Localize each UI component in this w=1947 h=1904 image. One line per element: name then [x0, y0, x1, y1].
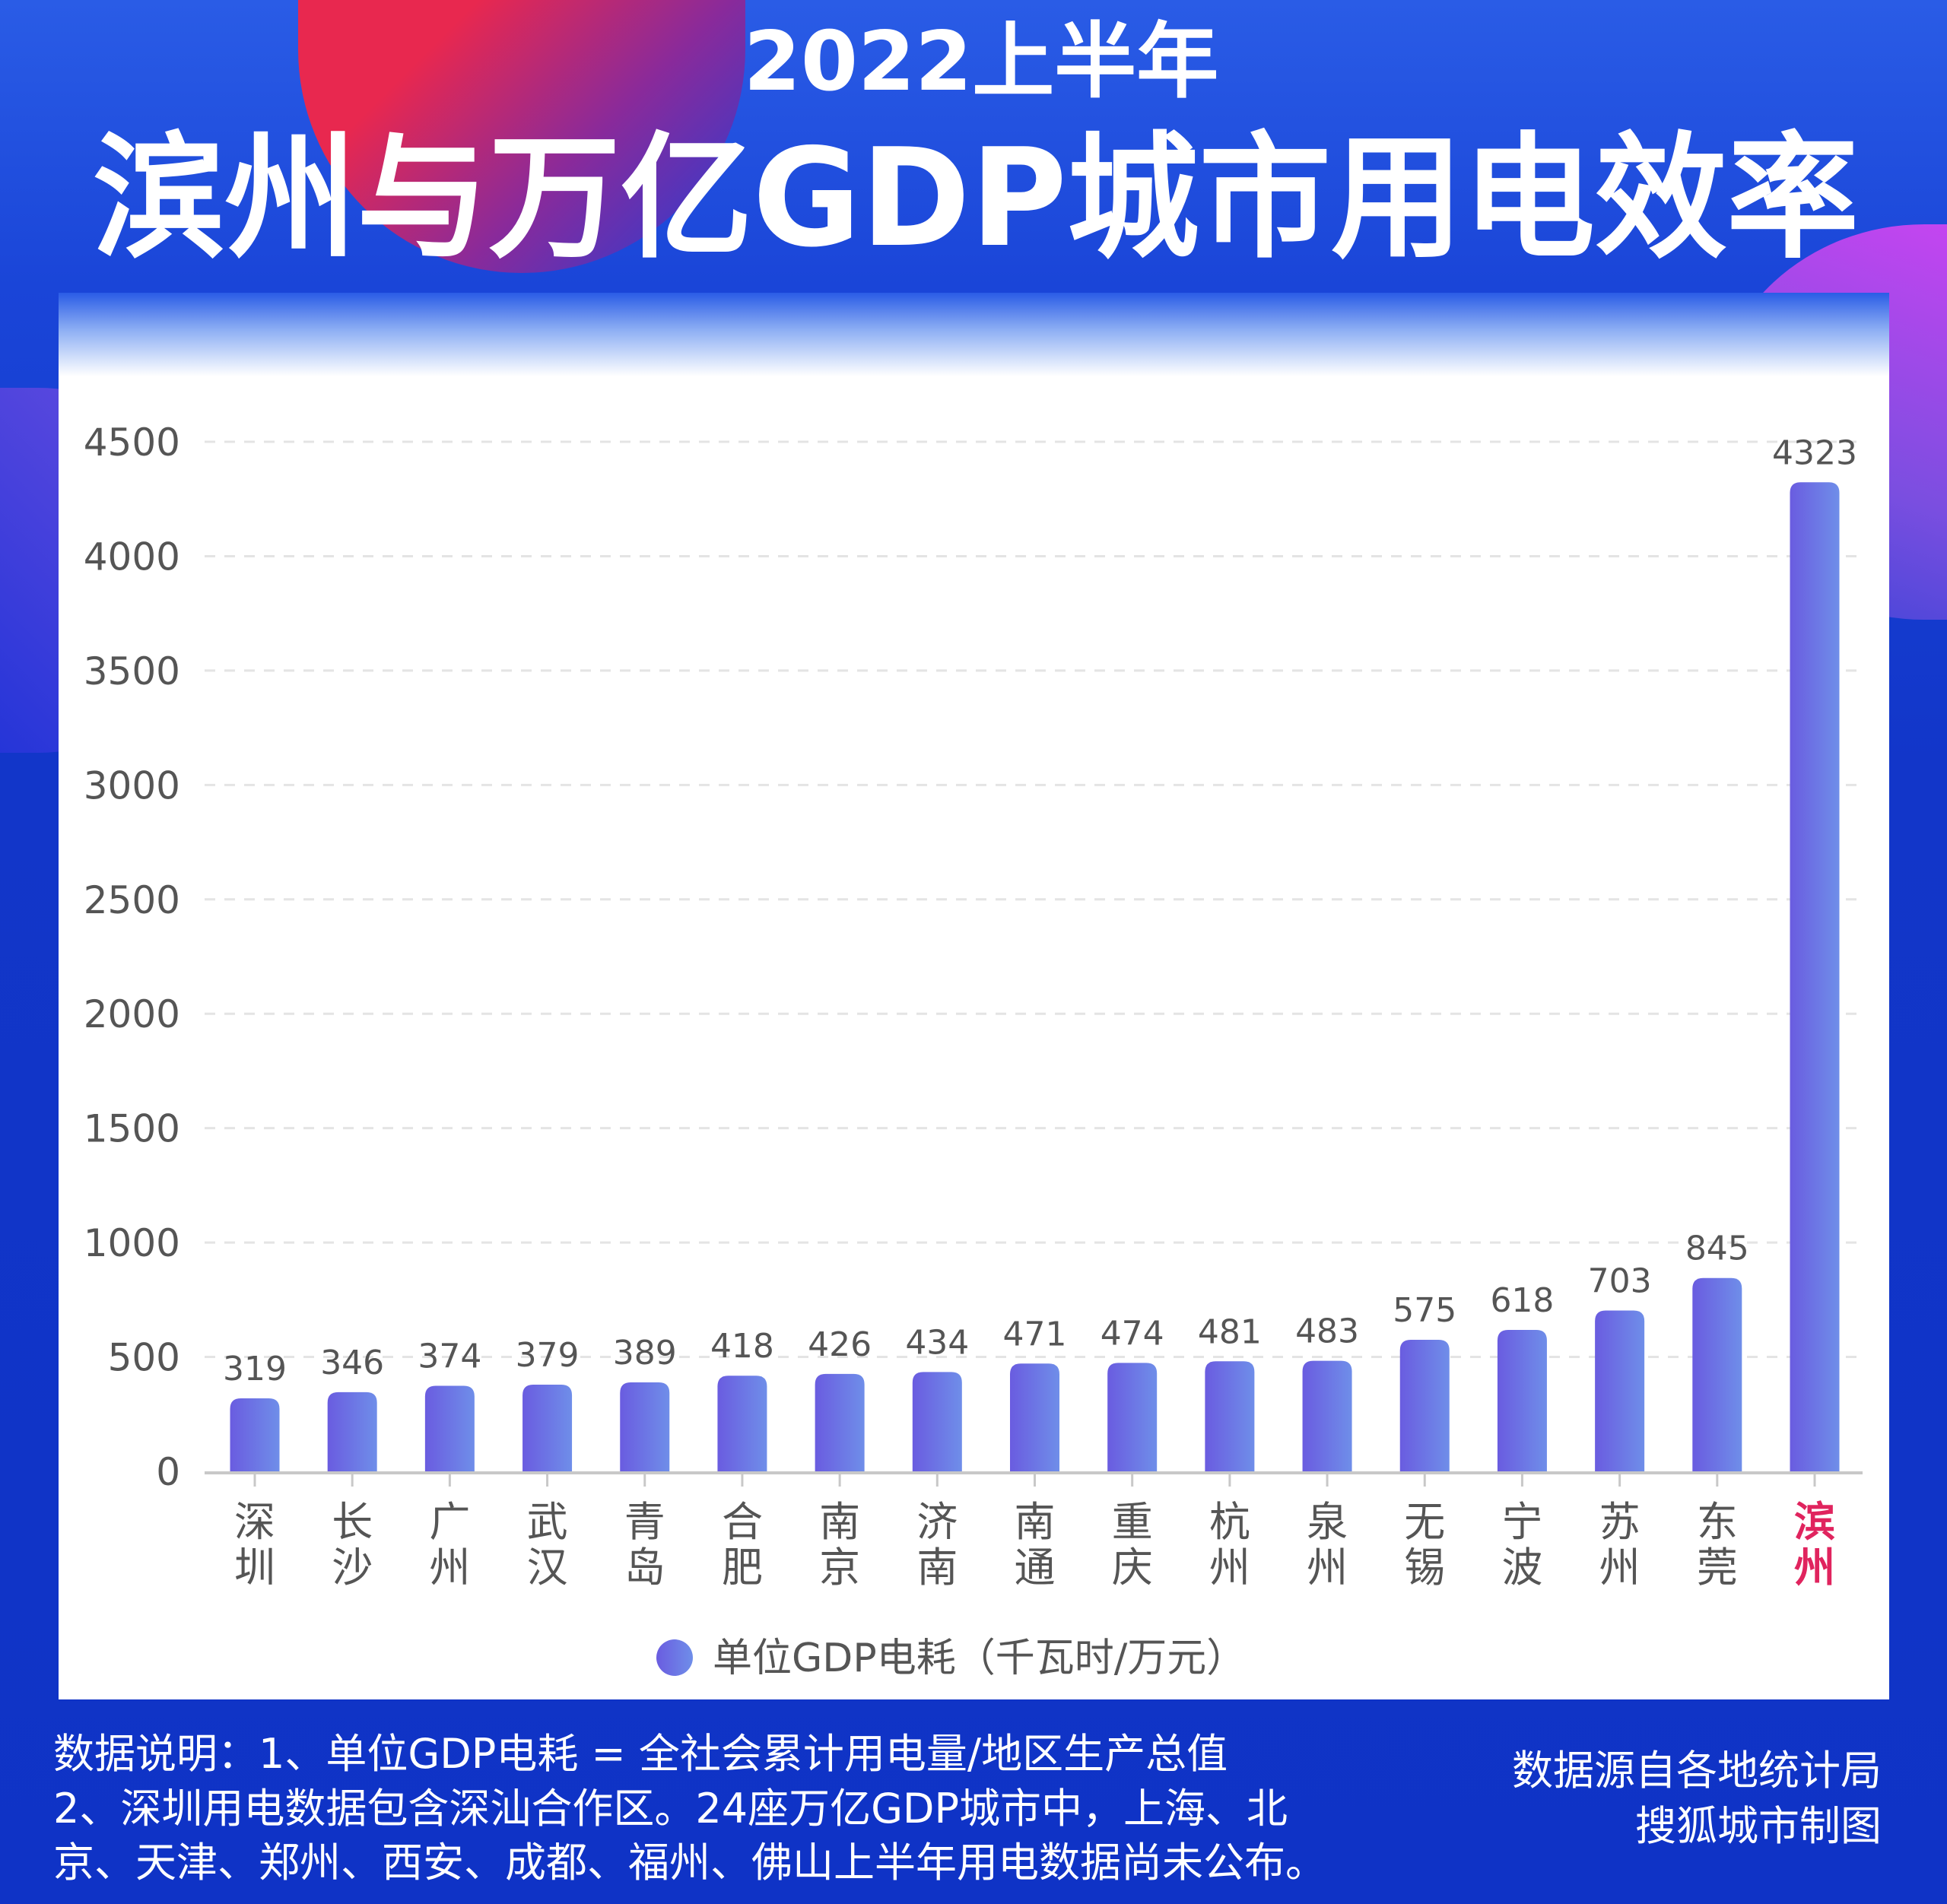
legend-swatch	[656, 1639, 693, 1676]
y-tick-label: 3500	[84, 649, 180, 693]
bar	[1010, 1363, 1059, 1471]
x-tick-label: 滨	[1794, 1498, 1835, 1546]
bar	[1497, 1330, 1547, 1471]
x-tick-label: 泉	[1307, 1498, 1348, 1546]
bar	[1595, 1310, 1645, 1471]
footnote-line-3: 京、天津、郑州、西安、成都、福州、佛山上半年用电数据尚未公布。	[53, 1839, 1326, 1887]
x-tick-label: 州	[1307, 1544, 1348, 1591]
x-tick-label: 武	[527, 1498, 568, 1546]
bar	[1205, 1361, 1255, 1471]
x-tick-label: 宁	[1501, 1498, 1542, 1546]
y-tick-label: 500	[108, 1336, 180, 1380]
chart-credit: 搜狐城市制图	[1635, 1802, 1882, 1850]
x-tick-label: 莞	[1697, 1544, 1738, 1591]
x-tick-label: 州	[429, 1544, 470, 1591]
x-tick-label: 南	[819, 1498, 860, 1546]
data-source: 数据源自各地统计局	[1512, 1747, 1882, 1795]
data-label: 346	[320, 1344, 384, 1382]
x-tick-label: 州	[1209, 1544, 1250, 1591]
x-tick-label: 济	[916, 1498, 958, 1546]
x-tick-label: 锡	[1404, 1544, 1445, 1591]
x-tick-label: 苏	[1599, 1498, 1640, 1546]
x-tick-label: 京	[819, 1544, 860, 1591]
data-label: 471	[1003, 1315, 1067, 1353]
x-tick-label: 南	[916, 1544, 958, 1591]
x-tick-label: 通	[1015, 1544, 1056, 1591]
x-tick-label: 岛	[624, 1544, 665, 1591]
data-label: 618	[1490, 1281, 1554, 1320]
bar	[1790, 482, 1840, 1471]
x-tick-label: 庆	[1112, 1544, 1153, 1591]
x-tick-label: 合	[722, 1498, 763, 1546]
data-label: 389	[613, 1334, 677, 1372]
bar	[1302, 1360, 1352, 1471]
x-tick-label: 沙	[332, 1544, 373, 1591]
data-label: 845	[1685, 1230, 1749, 1268]
data-label: 379	[516, 1336, 580, 1375]
bar	[230, 1398, 280, 1471]
data-label: 319	[223, 1350, 287, 1388]
y-tick-label: 1500	[84, 1107, 180, 1151]
bars: 319 346 374 379 389 418 426 434 471 474 481 483 575 6…	[223, 433, 1857, 1471]
data-label: 426	[808, 1325, 872, 1364]
bar	[1692, 1277, 1742, 1471]
data-label: 483	[1295, 1312, 1359, 1351]
footnote-line-1: 数据说明：1、单位GDP电耗 = 全社会累计用电量/地区生产总值	[53, 1730, 1228, 1778]
x-tick-label: 深	[234, 1498, 275, 1546]
legend: 单位GDP电耗（千瓦时/万元）	[656, 1636, 1246, 1681]
y-tick-label: 4000	[84, 535, 180, 579]
x-tick-label: 肥	[722, 1544, 763, 1591]
bar	[815, 1373, 865, 1471]
y-tick-label: 4500	[84, 420, 180, 465]
data-label: 575	[1393, 1291, 1456, 1330]
title-area: 2022上半年 滨州与万亿GDP城市用电效率	[93, 14, 1859, 277]
bar	[1107, 1363, 1158, 1471]
data-label: 434	[905, 1323, 969, 1362]
data-label: 474	[1101, 1314, 1164, 1353]
x-tick-label: 州	[1794, 1544, 1835, 1591]
x-tick-label: 圳	[234, 1544, 275, 1591]
bar	[522, 1384, 573, 1471]
x-tick-label: 青	[624, 1498, 665, 1546]
data-label: 374	[418, 1337, 481, 1376]
y-tick-label: 3000	[84, 763, 180, 808]
y-tick-label: 1000	[84, 1221, 180, 1265]
x-tick-label: 重	[1112, 1498, 1153, 1546]
y-tick-label: 2500	[84, 878, 180, 922]
footnote-line-2: 2、深圳用电数据包含深汕合作区。24座万亿GDP城市中，上海、北	[53, 1785, 1288, 1833]
x-tick-label: 广	[429, 1498, 470, 1546]
bar	[620, 1382, 670, 1471]
legend-label: 单位GDP电耗（千瓦时/万元）	[713, 1636, 1246, 1681]
data-label: 418	[710, 1327, 774, 1366]
subtitle: 2022上半年	[744, 14, 1219, 109]
x-tick-label: 无	[1404, 1498, 1445, 1546]
data-label: 703	[1588, 1261, 1652, 1300]
y-axis-ticks: 0 500 1000 1500 2000 2500 3000 3500 4000 4500	[84, 420, 180, 1494]
x-tick-label: 南	[1015, 1498, 1056, 1546]
bar	[424, 1385, 475, 1471]
bar	[1399, 1339, 1450, 1471]
data-label: 481	[1198, 1312, 1262, 1351]
x-tick-label: 州	[1599, 1544, 1640, 1591]
x-tick-label: 东	[1697, 1498, 1738, 1546]
x-tick-label: 汉	[527, 1544, 568, 1591]
x-tick-label: 杭	[1209, 1498, 1250, 1546]
bar	[912, 1372, 962, 1471]
y-tick-label: 0	[156, 1450, 180, 1494]
y-tick-label: 2000	[84, 992, 180, 1036]
gridlines	[205, 440, 1863, 1474]
data-label: 4323	[1772, 433, 1857, 472]
bar	[717, 1376, 767, 1471]
page-title: 滨州与万亿GDP城市用电效率	[93, 119, 1859, 277]
x-tick-label: 波	[1501, 1544, 1542, 1591]
bar	[327, 1392, 377, 1471]
x-tick-label: 长	[332, 1498, 373, 1546]
